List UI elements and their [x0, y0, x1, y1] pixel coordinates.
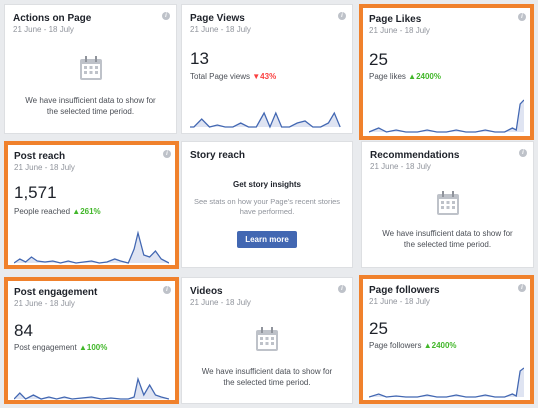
story-cta: Get story insights See stats on how your…: [192, 180, 342, 248]
metric-value: 25: [369, 50, 388, 69]
info-icon[interactable]: i: [518, 284, 526, 292]
sparkline-chart: [369, 94, 524, 134]
card-title: Post reach: [14, 151, 66, 162]
info-icon[interactable]: i: [163, 286, 171, 294]
empty-state: We have insufficient data to show for th…: [182, 326, 352, 388]
info-icon[interactable]: i: [162, 12, 170, 20]
info-icon[interactable]: i: [519, 149, 527, 157]
metric-value: 84: [14, 321, 33, 340]
calendar-icon: [255, 326, 279, 352]
info-icon[interactable]: i: [518, 13, 526, 21]
card-page-followers[interactable]: Page followers 21 June - 18 July i 25 Pa…: [359, 275, 534, 404]
sparkline-chart: [369, 363, 524, 399]
change-badge: ▲2400%: [408, 72, 441, 81]
metric-label: Post engagement: [14, 343, 77, 352]
card-date: 21 June - 18 July: [14, 299, 75, 308]
sparkline-chart: [14, 365, 169, 401]
empty-state: We have insufficient data to show for th…: [5, 55, 176, 117]
info-icon[interactable]: i: [338, 12, 346, 20]
card-date: 21 June - 18 July: [369, 297, 430, 306]
card-title: Actions on Page: [13, 13, 92, 24]
card-date: 21 June - 18 July: [14, 163, 75, 172]
card-page-likes[interactable]: Page Likes 21 June - 18 July i 25 Page l…: [359, 4, 534, 140]
metric-sub: Page likes ▲2400%: [369, 72, 441, 81]
info-icon[interactable]: i: [163, 150, 171, 158]
metric-sub: Post engagement ▲100%: [14, 343, 107, 352]
card-title: Page followers: [369, 285, 440, 296]
metric-label: Total Page views: [190, 72, 251, 81]
card-title: Story reach: [190, 150, 246, 161]
story-heading: Get story insights: [232, 180, 301, 189]
card-title: Post engagement: [14, 287, 98, 298]
sparkline-chart: [14, 225, 169, 265]
card-date: 21 June - 18 July: [190, 298, 251, 307]
metric-label: Page followers: [369, 341, 422, 350]
calendar-icon: [79, 55, 103, 81]
calendar-icon: [436, 190, 460, 216]
card-date: 21 June - 18 July: [370, 162, 431, 171]
metric-label: Page likes: [369, 72, 406, 81]
metric-label: People reached: [14, 207, 71, 216]
sparkline-chart: [190, 101, 346, 129]
empty-state: We have insufficient data to show for th…: [362, 190, 533, 250]
card-date: 21 June - 18 July: [13, 25, 74, 34]
learn-more-button[interactable]: Learn more: [237, 231, 297, 248]
metric-value: 13: [190, 49, 209, 68]
change-badge: ▲100%: [78, 343, 108, 352]
empty-message: We have insufficient data to show for th…: [382, 229, 513, 249]
card-title: Page Views: [190, 13, 245, 24]
card-videos: Videos 21 June - 18 July i We have insuf…: [181, 277, 353, 404]
metric-sub: Total Page views ▼43%: [190, 72, 276, 81]
card-title: Recommendations: [370, 150, 460, 161]
story-message: See stats on how your Page's recent stor…: [193, 197, 341, 216]
metric-value: 1,571: [14, 183, 57, 202]
card-actions-on-page: Actions on Page 21 June - 18 July i We h…: [4, 4, 177, 134]
card-title: Videos: [190, 286, 223, 297]
card-post-reach[interactable]: Post reach 21 June - 18 July i 1,571 Peo…: [4, 141, 179, 269]
empty-message: We have insufficient data to show for th…: [25, 96, 156, 116]
card-title: Page Likes: [369, 14, 422, 25]
card-story-reach: Story reach Get story insights See stats…: [181, 141, 353, 268]
metric-sub: People reached ▲261%: [14, 207, 101, 216]
metric-value: 25: [369, 319, 388, 338]
empty-message: We have insufficient data to show for th…: [201, 367, 333, 387]
change-badge: ▲261%: [72, 207, 101, 216]
card-date: 21 June - 18 July: [369, 26, 430, 35]
info-icon[interactable]: i: [338, 285, 346, 293]
card-date: 21 June - 18 July: [190, 25, 251, 34]
metric-sub: Page followers ▲2400%: [369, 341, 457, 350]
change-badge: ▲2400%: [423, 341, 457, 350]
card-page-views[interactable]: Page Views 21 June - 18 July i 13 Total …: [181, 4, 353, 134]
change-badge: ▼43%: [252, 72, 277, 81]
card-post-engagement[interactable]: Post engagement 21 June - 18 July i 84 P…: [4, 277, 179, 404]
card-recommendations: Recommendations 21 June - 18 July i We h…: [361, 141, 534, 268]
